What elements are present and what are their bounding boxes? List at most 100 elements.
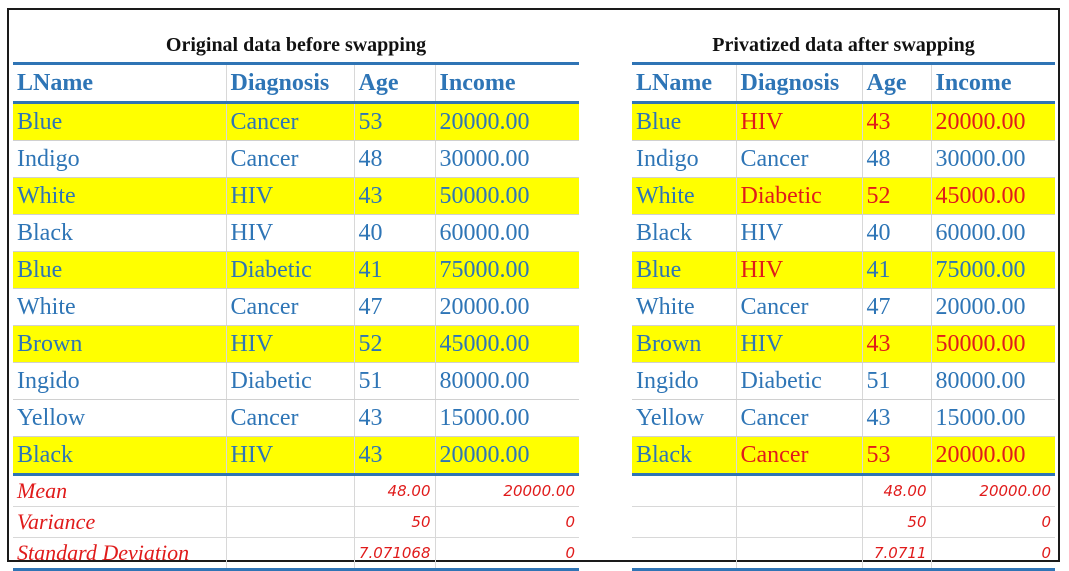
stat-empty-cell bbox=[226, 506, 355, 538]
cell-income: 30000.00 bbox=[931, 140, 1055, 178]
cell-lname: Blue bbox=[632, 102, 737, 141]
original-data-caption: Original data before swapping bbox=[13, 29, 579, 65]
stat-empty-cell bbox=[226, 474, 355, 507]
table-row: Indigo Cancer 48 30000.00 bbox=[13, 140, 579, 178]
cell-income: 80000.00 bbox=[931, 362, 1055, 400]
cell-lname: Yellow bbox=[13, 399, 227, 437]
column-header-lname: LName bbox=[13, 65, 227, 104]
cell-lname: Indigo bbox=[13, 140, 227, 178]
stat-income-value: 0 bbox=[931, 537, 1055, 571]
cell-diagnosis: Cancer bbox=[736, 140, 863, 178]
cell-age: 47 bbox=[862, 288, 932, 326]
table-row: Black HIV 40 60000.00 bbox=[632, 214, 1055, 252]
cell-lname: White bbox=[13, 177, 227, 215]
stat-label bbox=[632, 537, 737, 571]
cell-lname: Black bbox=[632, 214, 737, 252]
table-header-row: LName Diagnosis Age Income bbox=[632, 65, 1055, 104]
table-row: Blue HIV 41 75000.00 bbox=[632, 251, 1055, 289]
cell-income: 20000.00 bbox=[931, 288, 1055, 326]
original-data-panel: Original data before swapping LName Diag… bbox=[13, 29, 579, 571]
table-row: Ingido Diabetic 51 80000.00 bbox=[13, 362, 579, 400]
cell-age: 43 bbox=[354, 399, 436, 437]
cell-income: 30000.00 bbox=[435, 140, 579, 178]
cell-age: 41 bbox=[862, 251, 932, 289]
cell-income: 80000.00 bbox=[435, 362, 579, 400]
cell-income: 45000.00 bbox=[435, 325, 579, 363]
table-row: White Cancer 47 20000.00 bbox=[13, 288, 579, 326]
cell-age: 43 bbox=[862, 325, 932, 363]
cell-age: 52 bbox=[862, 177, 932, 215]
table-row: Blue Diabetic 41 75000.00 bbox=[13, 251, 579, 289]
cell-age: 51 bbox=[354, 362, 436, 400]
cell-income: 50000.00 bbox=[435, 177, 579, 215]
table-row: Ingido Diabetic 51 80000.00 bbox=[632, 362, 1055, 400]
stat-empty-cell bbox=[736, 537, 863, 571]
cell-age: 41 bbox=[354, 251, 436, 289]
cell-diagnosis: HIV bbox=[736, 325, 863, 363]
cell-diagnosis: Cancer bbox=[736, 288, 863, 326]
stat-age-value: 50 bbox=[862, 506, 932, 538]
cell-lname: Brown bbox=[632, 325, 737, 363]
cell-lname: Blue bbox=[13, 102, 227, 141]
stat-row: Variance 50 0 bbox=[13, 506, 579, 538]
cell-diagnosis: HIV bbox=[736, 251, 863, 289]
column-header-age: Age bbox=[862, 65, 932, 104]
stat-income-value: 20000.00 bbox=[435, 474, 579, 507]
cell-lname: Black bbox=[13, 436, 227, 476]
cell-age: 43 bbox=[862, 102, 932, 141]
table-row: Yellow Cancer 43 15000.00 bbox=[632, 399, 1055, 437]
cell-age: 40 bbox=[354, 214, 436, 252]
cell-diagnosis: HIV bbox=[226, 177, 355, 215]
cell-age: 52 bbox=[354, 325, 436, 363]
stat-label bbox=[632, 506, 737, 538]
privatized-data-panel: Privatized data after swapping LName Dia… bbox=[632, 29, 1055, 571]
table-row: White HIV 43 50000.00 bbox=[13, 177, 579, 215]
stat-row: 50 0 bbox=[632, 506, 1055, 538]
cell-age: 51 bbox=[862, 362, 932, 400]
cell-diagnosis: HIV bbox=[226, 214, 355, 252]
stat-row: Mean 48.00 20000.00 bbox=[13, 474, 579, 507]
table-row: Yellow Cancer 43 15000.00 bbox=[13, 399, 579, 437]
cell-income: 60000.00 bbox=[435, 214, 579, 252]
stat-empty-cell bbox=[226, 537, 355, 571]
cell-lname: Ingido bbox=[13, 362, 227, 400]
cell-age: 47 bbox=[354, 288, 436, 326]
table-row: Black HIV 43 20000.00 bbox=[13, 436, 579, 476]
stat-label: Mean bbox=[13, 474, 227, 507]
cell-age: 43 bbox=[354, 177, 436, 215]
stat-income-value: 0 bbox=[435, 506, 579, 538]
stat-label: Variance bbox=[13, 506, 227, 538]
cell-income: 15000.00 bbox=[435, 399, 579, 437]
table-row: White Cancer 47 20000.00 bbox=[632, 288, 1055, 326]
table-row: Indigo Cancer 48 30000.00 bbox=[632, 140, 1055, 178]
stat-age-value: 48.00 bbox=[354, 474, 436, 507]
cell-lname: Yellow bbox=[632, 399, 737, 437]
stat-income-value: 0 bbox=[435, 537, 579, 571]
cell-diagnosis: Diabetic bbox=[736, 177, 863, 215]
cell-diagnosis: Diabetic bbox=[736, 362, 863, 400]
privatized-data-caption: Privatized data after swapping bbox=[632, 29, 1055, 65]
stat-age-value: 48.00 bbox=[862, 474, 932, 507]
cell-age: 48 bbox=[862, 140, 932, 178]
figure-frame: Original data before swapping LName Diag… bbox=[7, 8, 1060, 571]
cell-diagnosis: HIV bbox=[226, 325, 355, 363]
cell-age: 43 bbox=[354, 436, 436, 476]
stat-age-value: 7.071068 bbox=[354, 537, 436, 571]
cell-diagnosis: Cancer bbox=[226, 140, 355, 178]
stat-row: Standard Deviation 7.071068 0 bbox=[13, 537, 579, 571]
column-header-diagnosis: Diagnosis bbox=[736, 65, 863, 104]
cell-income: 20000.00 bbox=[931, 102, 1055, 141]
cell-age: 53 bbox=[862, 436, 932, 476]
stat-age-value: 50 bbox=[354, 506, 436, 538]
cell-income: 20000.00 bbox=[931, 436, 1055, 476]
cell-lname: Black bbox=[632, 436, 737, 476]
cell-diagnosis: Diabetic bbox=[226, 362, 355, 400]
cell-income: 20000.00 bbox=[435, 102, 579, 141]
privatized-data-table: LName Diagnosis Age Income Blue HIV 43 2000… bbox=[632, 65, 1055, 571]
cell-lname: Ingido bbox=[632, 362, 737, 400]
stat-label bbox=[632, 474, 737, 507]
cell-lname: Blue bbox=[13, 251, 227, 289]
cell-age: 40 bbox=[862, 214, 932, 252]
stat-age-value: 7.0711 bbox=[862, 537, 932, 571]
cell-income: 20000.00 bbox=[435, 288, 579, 326]
